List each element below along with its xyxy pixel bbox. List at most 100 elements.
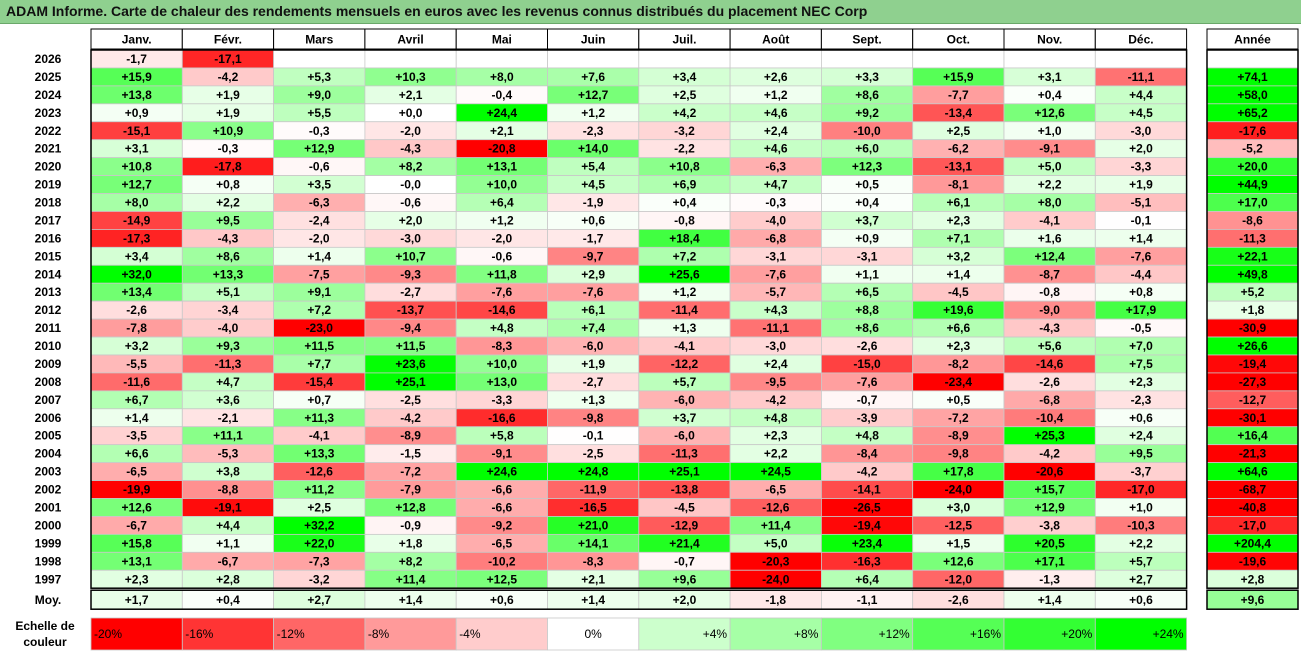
heat-cell-value: +12,7 [121, 178, 152, 192]
year-label: 2009 [35, 357, 62, 371]
heat-cell-value: +12,6 [1034, 106, 1065, 120]
heat-cell-value: -13,7 [397, 303, 425, 317]
heat-cell-value: -11,1 [762, 321, 789, 335]
heat-cell-value: +4,2 [673, 106, 697, 120]
heat-cell-value: -9,3 [400, 267, 421, 281]
heat-cell-value: +9,5 [216, 213, 240, 227]
heat-cell-value: +1,0 [1129, 501, 1153, 515]
heat-cell-value: -4,1 [309, 429, 330, 443]
heat-cell-value: -0,6 [309, 160, 330, 174]
heat-cell-value: -26,5 [853, 501, 881, 515]
grid-outline [90, 49, 1188, 589]
heat-cell-value: +5,0 [764, 536, 788, 550]
heat-cell-value: +3,0 [946, 501, 970, 515]
heat-cell-value: +13,1 [487, 160, 518, 174]
year-label: 2025 [35, 70, 62, 84]
annual-cell-value: +64,6 [1237, 465, 1268, 479]
color-scale-step-label: +16% [970, 627, 1001, 641]
heat-cell-value: +9,6 [673, 572, 697, 586]
heat-cell-value: +0,9 [855, 231, 879, 245]
heat-cell-value: +11,5 [304, 339, 334, 353]
heat-cell-value: -2,6 [857, 339, 878, 353]
heat-cell-value: -5,5 [126, 357, 147, 371]
heat-cell-value: +2,2 [216, 196, 240, 210]
heat-cell-value: -10,4 [1036, 411, 1064, 425]
annual-cell-value: -11,3 [1239, 231, 1266, 245]
heat-cell-value: -0,7 [857, 393, 878, 407]
heat-cell-value: +10,0 [487, 357, 518, 371]
heat-cell-value: +12,9 [304, 142, 335, 156]
year-label: 2023 [35, 106, 62, 120]
heat-cell-value: +3,2 [946, 249, 970, 263]
heat-cell-value: -11,3 [671, 447, 698, 461]
heat-cell-value: +2,5 [307, 501, 331, 515]
heat-cell-value: -14,6 [1036, 357, 1064, 371]
heat-cell-value: +13,0 [487, 375, 518, 389]
annual-cell-value: -12,7 [1239, 393, 1267, 407]
heat-cell-value: +8,8 [855, 303, 879, 317]
month-header: Mai [492, 33, 512, 47]
annual-cell-value: -30,9 [1239, 321, 1267, 335]
heat-cell-value: +24,5 [761, 465, 792, 479]
heat-cell-value: +6,1 [946, 196, 970, 210]
heat-cell-value: +18,4 [669, 231, 700, 245]
heat-cell-value: +9,1 [307, 285, 331, 299]
annual-cell-value: +65,2 [1237, 106, 1268, 120]
heat-cell-value: -10,2 [488, 554, 516, 568]
heat-cell-value: -8,8 [218, 483, 239, 497]
annual-cell-value: +49,8 [1237, 267, 1268, 281]
heat-cell-value: +1,9 [216, 106, 240, 120]
annual-average-value: +9,6 [1241, 593, 1265, 607]
heat-cell-value: +25,6 [669, 267, 700, 281]
annual-cell-value: +22,1 [1237, 249, 1268, 263]
heat-cell-value: -7,9 [400, 483, 421, 497]
month-header: Avril [397, 33, 423, 47]
heat-cell-value: +0,0 [399, 106, 423, 120]
heat-cell-value: +3,8 [216, 465, 240, 479]
heat-cell-value: +15,9 [943, 70, 974, 84]
annual-cell-value: +2,8 [1241, 572, 1265, 586]
color-scale-swatch [273, 617, 366, 651]
heat-cell-value: -9,1 [1039, 142, 1060, 156]
heat-cell-value: -8,3 [583, 554, 604, 568]
annual-cell-value: -21,3 [1239, 447, 1267, 461]
heat-cell-value: -3,8 [1039, 518, 1060, 532]
year-label: 2003 [35, 465, 62, 479]
heat-cell-value: -16,6 [488, 411, 516, 425]
heat-cell-value: -9,5 [765, 375, 786, 389]
heat-cell-value: +2,4 [1129, 429, 1153, 443]
heat-cell-value: -9,8 [583, 411, 604, 425]
heat-cell-value: -11,4 [671, 303, 698, 317]
heat-cell-value: +13,4 [121, 285, 152, 299]
heat-cell-value: +6,4 [855, 572, 879, 586]
heat-cell-value: +11,3 [304, 411, 334, 425]
heat-cell [364, 49, 457, 69]
heat-cell-value: -8,7 [1039, 267, 1060, 281]
heat-cell-value: +4,3 [764, 303, 788, 317]
annual-cell-value: +44,9 [1237, 178, 1268, 192]
heat-cell-value: -0,0 [400, 178, 421, 192]
heat-cell-value: -3,3 [1131, 160, 1152, 174]
heat-cell-value: +2,6 [764, 70, 788, 84]
heat-cell-value: +0,5 [855, 178, 879, 192]
heat-cell-value: +4,7 [216, 375, 240, 389]
heat-cell-value: +2,5 [673, 88, 697, 102]
heat-cell-value: -6,8 [765, 231, 786, 245]
heat-cell-value: -12,5 [945, 518, 973, 532]
heat-cell-value: +7,5 [1129, 357, 1153, 371]
annual-cell-value: -17,6 [1239, 124, 1267, 138]
month-header: Janv. [122, 33, 152, 47]
month-header: Juin [581, 33, 606, 47]
heat-cell-value: +1,2 [764, 88, 788, 102]
heat-cell-value: -14,6 [488, 303, 516, 317]
heat-cell-value: -5,3 [218, 447, 239, 461]
average-cell-value: -1,1 [857, 593, 878, 607]
average-outline [90, 589, 1188, 610]
heat-cell-value: -2,6 [126, 303, 147, 317]
heat-cell-value: +4,8 [490, 321, 514, 335]
heat-cell-value: +1,9 [216, 88, 240, 102]
heat-cell-value: +1,4 [307, 249, 331, 263]
month-header: Mars [305, 33, 333, 47]
heat-cell-value: -14,1 [853, 483, 881, 497]
heat-cell-value: +3,5 [307, 178, 331, 192]
